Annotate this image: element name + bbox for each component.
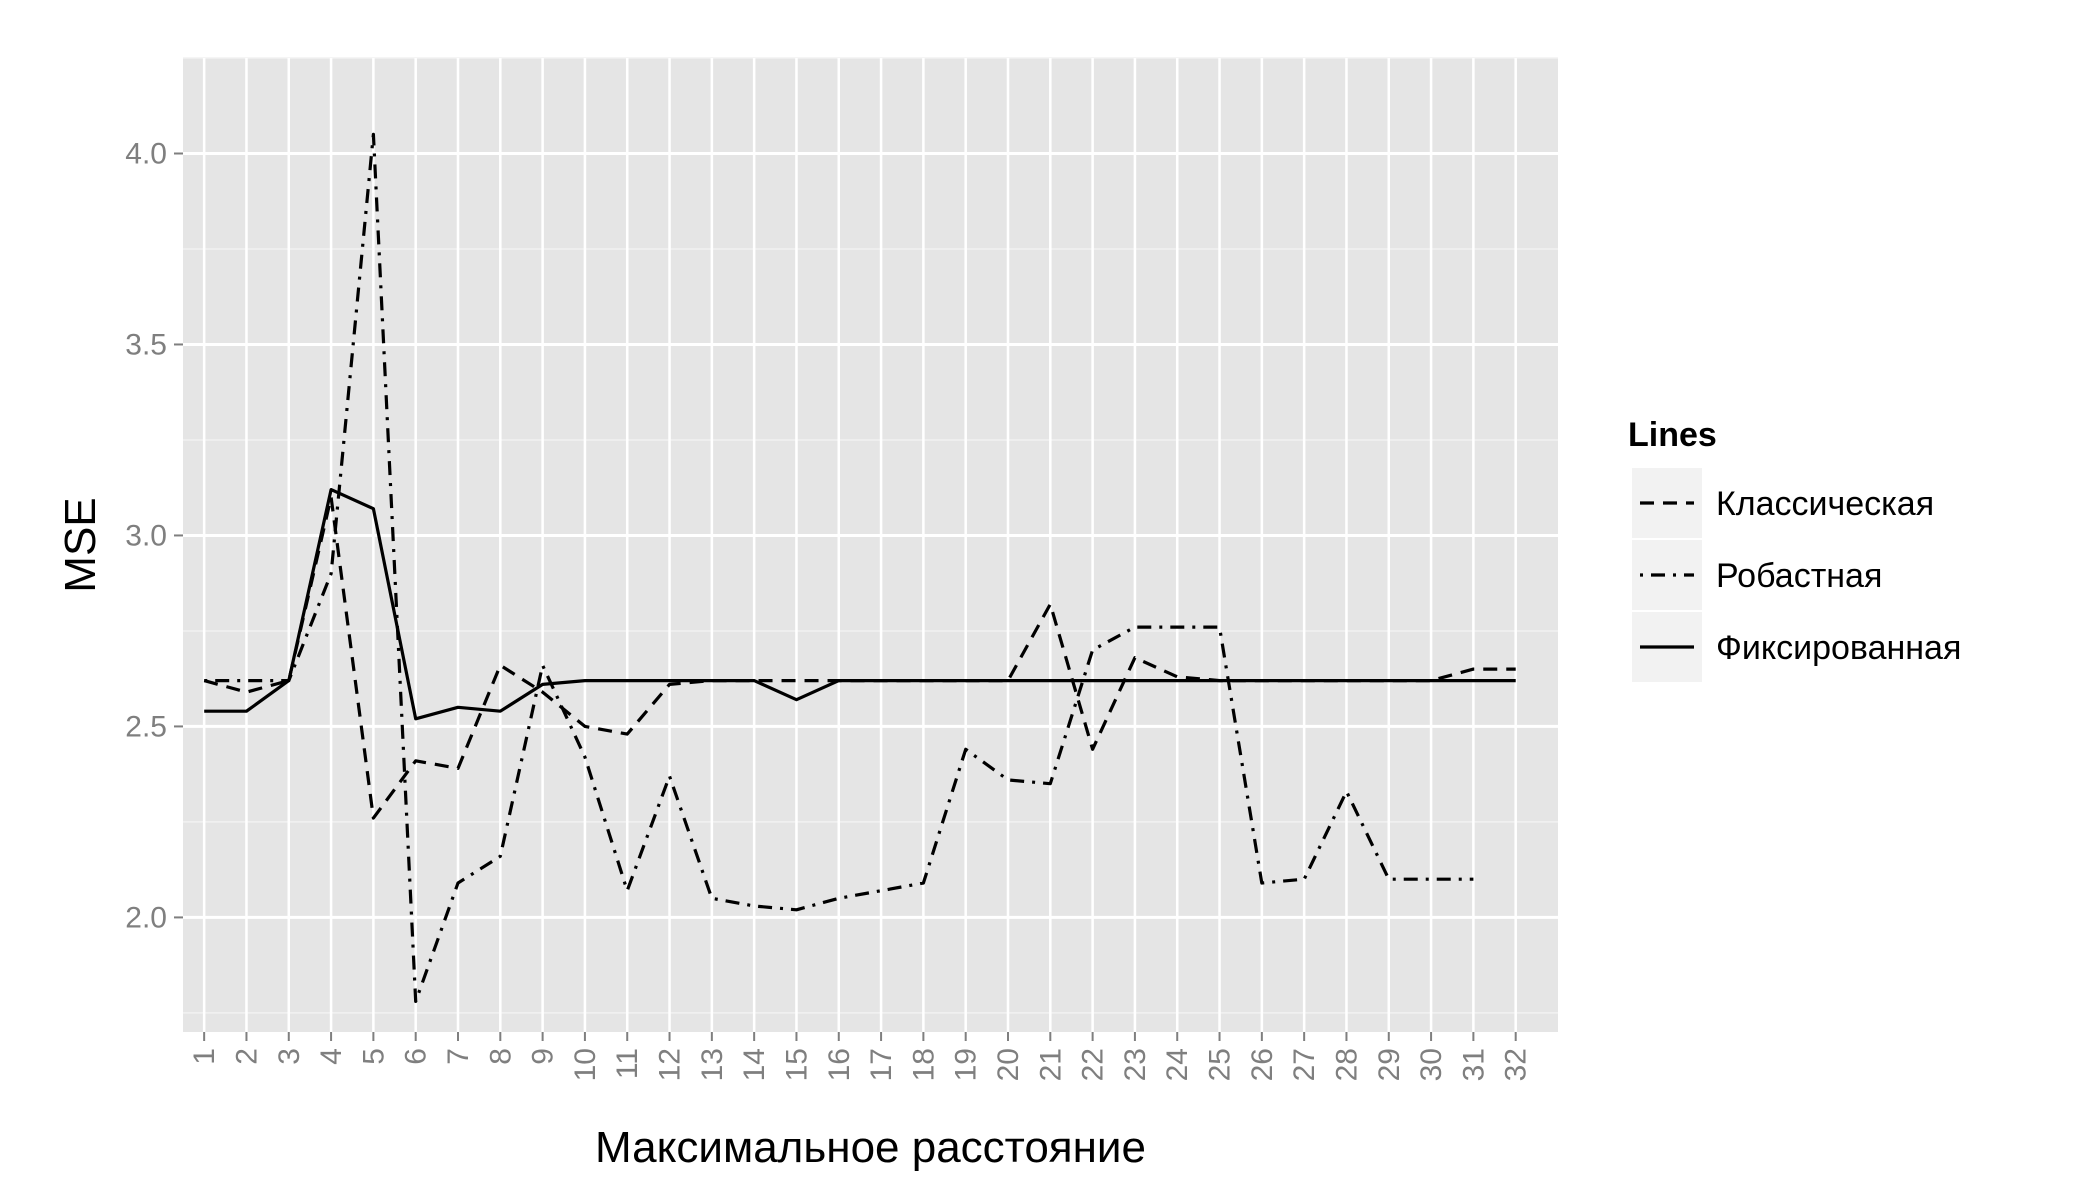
x-tick-label: 17 — [865, 1048, 898, 1081]
x-tick-label: 12 — [654, 1048, 687, 1081]
x-tick-label: 2 — [230, 1048, 263, 1065]
x-tick-label: 9 — [527, 1048, 560, 1065]
series-line — [204, 488, 1516, 721]
x-tick-label: 7 — [442, 1048, 475, 1065]
x-tick-label: 18 — [907, 1048, 940, 1081]
x-tick-label: 15 — [780, 1048, 813, 1081]
x-tick-label: 5 — [357, 1048, 390, 1065]
legend-title: Lines — [1628, 416, 1717, 454]
legend-label: Робастная — [1716, 557, 1882, 595]
x-tick-label: 4 — [315, 1048, 348, 1065]
x-tick-label: 26 — [1246, 1048, 1279, 1081]
legend-label: Классическая — [1716, 485, 1934, 523]
y-tick-label: 3.5 — [125, 328, 167, 361]
x-tick-label: 6 — [400, 1048, 433, 1065]
x-tick-label: 19 — [950, 1048, 983, 1081]
x-tick-label: 28 — [1330, 1048, 1363, 1081]
y-axis-title: MSE — [56, 497, 105, 592]
x-tick-label: 21 — [1034, 1048, 1067, 1081]
x-tick-label: 23 — [1119, 1048, 1152, 1081]
x-tick-label: 1 — [188, 1048, 221, 1065]
x-tick-label: 31 — [1457, 1048, 1490, 1081]
y-tick-label: 2.0 — [125, 901, 167, 934]
y-tick-label: 4.0 — [125, 137, 167, 170]
x-tick-label: 14 — [738, 1048, 771, 1081]
series-line — [204, 132, 1474, 1004]
x-tick-label: 24 — [1161, 1048, 1194, 1081]
y-tick-label: 2.5 — [125, 710, 167, 743]
grid — [183, 57, 1558, 1032]
x-axis: 1 2 3 4 5 6 7 8 9 10 11 12 13 14 15 16 17 18 19 20 21 22 23 24 2… — [188, 1032, 1533, 1081]
x-tick-label: 32 — [1500, 1048, 1533, 1081]
x-tick-label: 3 — [273, 1048, 306, 1065]
panel-background — [183, 58, 1558, 1032]
x-tick-label: 27 — [1288, 1048, 1321, 1081]
legend-label: Фиксированная — [1716, 629, 1961, 667]
x-tick-label: 11 — [611, 1048, 644, 1079]
legend: Lines Классическая Робастная Фиксированная — [1628, 416, 1961, 682]
x-axis-title: Максимальное расстояние — [595, 1123, 1146, 1172]
x-tick-label: 22 — [1077, 1048, 1110, 1081]
x-tick-label: 29 — [1373, 1048, 1406, 1081]
x-tick-label: 25 — [1204, 1048, 1237, 1081]
x-tick-label: 8 — [484, 1048, 517, 1065]
x-tick-label: 10 — [569, 1048, 602, 1081]
x-tick-label: 20 — [992, 1048, 1025, 1081]
series-lines — [203, 132, 1516, 1004]
x-tick-label: 30 — [1415, 1048, 1448, 1081]
x-tick-label: 16 — [823, 1048, 856, 1081]
x-tick-label: 13 — [696, 1048, 729, 1081]
y-tick-label: 3.0 — [125, 519, 167, 552]
y-axis: 2.0 2.5 3.0 3.5 4.0 — [125, 137, 183, 934]
